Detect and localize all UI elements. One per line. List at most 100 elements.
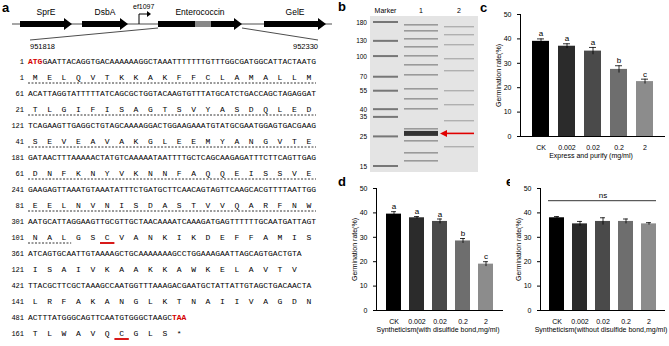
- svg-text:R: R: [263, 201, 268, 210]
- svg-text:Y: Y: [105, 169, 110, 178]
- svg-text:V: V: [119, 233, 124, 242]
- svg-text:K: K: [90, 297, 95, 306]
- svg-text:GATAACTTTAAAAACTATGTCAAAAATAAT: GATAACTTTAAAAACTATGTCAAAAATAATTTTGCTCAGC…: [28, 153, 316, 162]
- svg-text:N: N: [148, 233, 153, 242]
- svg-text:*: *: [177, 329, 182, 338]
- svg-text:S: S: [278, 169, 283, 178]
- svg-text:30: 30: [504, 60, 512, 67]
- svg-text:L: L: [62, 233, 67, 242]
- svg-text:ACATTAGGTATTTTTATCAGCGCTGGTACA: ACATTAGGTATTTTTATCAGCGCTGGTACAAGTGTTTATG…: [28, 89, 316, 98]
- svg-text:a: a: [392, 202, 397, 211]
- svg-text:F: F: [249, 233, 254, 242]
- svg-text:V: V: [62, 137, 67, 146]
- svg-text:R: R: [47, 297, 52, 306]
- svg-text:2: 2: [643, 144, 647, 151]
- svg-text:2: 2: [457, 7, 461, 14]
- svg-text:ATCAGTGCAATTGTAAAAGCTGCAAAAAAA: ATCAGTGCAATTGTAAAAGCTGCAAAAAAAGCCTGGAAAG…: [28, 249, 302, 258]
- svg-text:L: L: [162, 137, 167, 146]
- svg-text:D: D: [148, 201, 153, 210]
- svg-text:0: 0: [364, 307, 368, 314]
- svg-text:S: S: [119, 105, 124, 114]
- svg-text:E: E: [47, 201, 52, 210]
- svg-text:A: A: [263, 297, 268, 306]
- svg-text:N: N: [249, 137, 254, 146]
- svg-text:A: A: [234, 73, 239, 82]
- svg-text:I: I: [292, 233, 297, 242]
- svg-text:GAATTACAGGTGACAAAAAAGGCTAAATTT: GAATTACAGGTGACAAAAAAGGCTAAATTTTTTTGTTTGG…: [42, 57, 316, 66]
- svg-text:V: V: [119, 169, 124, 178]
- svg-text:S: S: [306, 233, 311, 242]
- svg-text:N: N: [162, 169, 167, 178]
- svg-text:A: A: [206, 297, 211, 306]
- svg-text:F: F: [177, 169, 182, 178]
- svg-text:I: I: [249, 169, 254, 178]
- svg-text:N: N: [76, 201, 81, 210]
- svg-text:CK: CK: [552, 318, 562, 325]
- svg-text:F: F: [90, 105, 95, 114]
- svg-text:ATG: ATG: [28, 57, 43, 66]
- svg-text:T: T: [278, 265, 283, 274]
- svg-text:A: A: [263, 233, 268, 242]
- svg-text:L: L: [220, 73, 225, 82]
- svg-text:TTACGCTTCGCTAAAGCCAATGGTTTAAAG: TTACGCTTCGCTAAAGCCAATGGTTTAAAGACGAATGCTA…: [28, 281, 311, 290]
- svg-text:G: G: [148, 105, 153, 114]
- svg-text:M: M: [206, 137, 211, 146]
- svg-text:L: L: [148, 329, 153, 338]
- svg-text:A: A: [162, 201, 167, 210]
- svg-text:0.002: 0.002: [408, 318, 426, 325]
- svg-text:20: 20: [524, 258, 532, 265]
- svg-text:A: A: [76, 329, 81, 338]
- svg-text:T: T: [33, 105, 38, 114]
- svg-text:A: A: [234, 137, 239, 146]
- svg-text:C: C: [105, 233, 110, 242]
- svg-text:N: N: [90, 169, 95, 178]
- svg-text:V: V: [220, 201, 225, 210]
- svg-text:a: a: [415, 207, 420, 216]
- svg-text:D: D: [249, 105, 254, 114]
- svg-text:K: K: [119, 73, 124, 82]
- svg-text:L: L: [292, 73, 297, 82]
- svg-text:G: G: [278, 297, 283, 306]
- svg-text:W: W: [62, 329, 67, 338]
- svg-text:30: 30: [360, 234, 368, 241]
- svg-text:1: 1: [20, 74, 24, 82]
- svg-text:K: K: [134, 137, 139, 146]
- svg-text:L: L: [148, 297, 153, 306]
- svg-text:K: K: [134, 169, 139, 178]
- svg-text:S: S: [33, 137, 38, 146]
- svg-text:301: 301: [11, 218, 24, 226]
- svg-text:M: M: [33, 73, 38, 82]
- svg-text:A: A: [119, 265, 124, 274]
- svg-text:A: A: [220, 105, 225, 114]
- svg-text:0.2: 0.2: [621, 318, 631, 325]
- svg-text:G: G: [76, 233, 81, 242]
- svg-text:21: 21: [16, 106, 24, 114]
- svg-text:F: F: [62, 169, 67, 178]
- svg-text:161: 161: [11, 330, 24, 338]
- svg-text:951818: 951818: [30, 42, 55, 51]
- svg-text:I: I: [76, 105, 81, 114]
- svg-text:Q: Q: [76, 73, 81, 82]
- svg-text:N: N: [191, 297, 196, 306]
- svg-text:V: V: [90, 73, 95, 82]
- svg-text:A: A: [191, 169, 196, 178]
- svg-text:S: S: [47, 265, 52, 274]
- svg-text:G: G: [134, 297, 139, 306]
- svg-text:A: A: [177, 265, 182, 274]
- svg-text:E: E: [47, 137, 52, 146]
- svg-text:N: N: [47, 169, 52, 178]
- svg-text:481: 481: [11, 314, 24, 322]
- svg-text:35: 35: [360, 113, 368, 120]
- svg-text:V: V: [206, 201, 211, 210]
- svg-text:N: N: [292, 201, 297, 210]
- svg-text:I: I: [119, 201, 124, 210]
- svg-text:TCAGAAGTTGAGGCTGTAGCAAAAGGACTG: TCAGAAGTTGAGGCTGTAGCAAAAGGACTGGAAGAAATGT…: [28, 121, 316, 130]
- svg-text:0.02: 0.02: [586, 144, 600, 151]
- svg-text:K: K: [105, 265, 110, 274]
- svg-text:0.2: 0.2: [458, 318, 468, 325]
- svg-text:0.2: 0.2: [614, 144, 624, 151]
- svg-text:E: E: [306, 137, 311, 146]
- svg-text:1: 1: [419, 7, 423, 14]
- svg-text:241: 241: [11, 186, 24, 194]
- svg-text:I: I: [177, 233, 182, 242]
